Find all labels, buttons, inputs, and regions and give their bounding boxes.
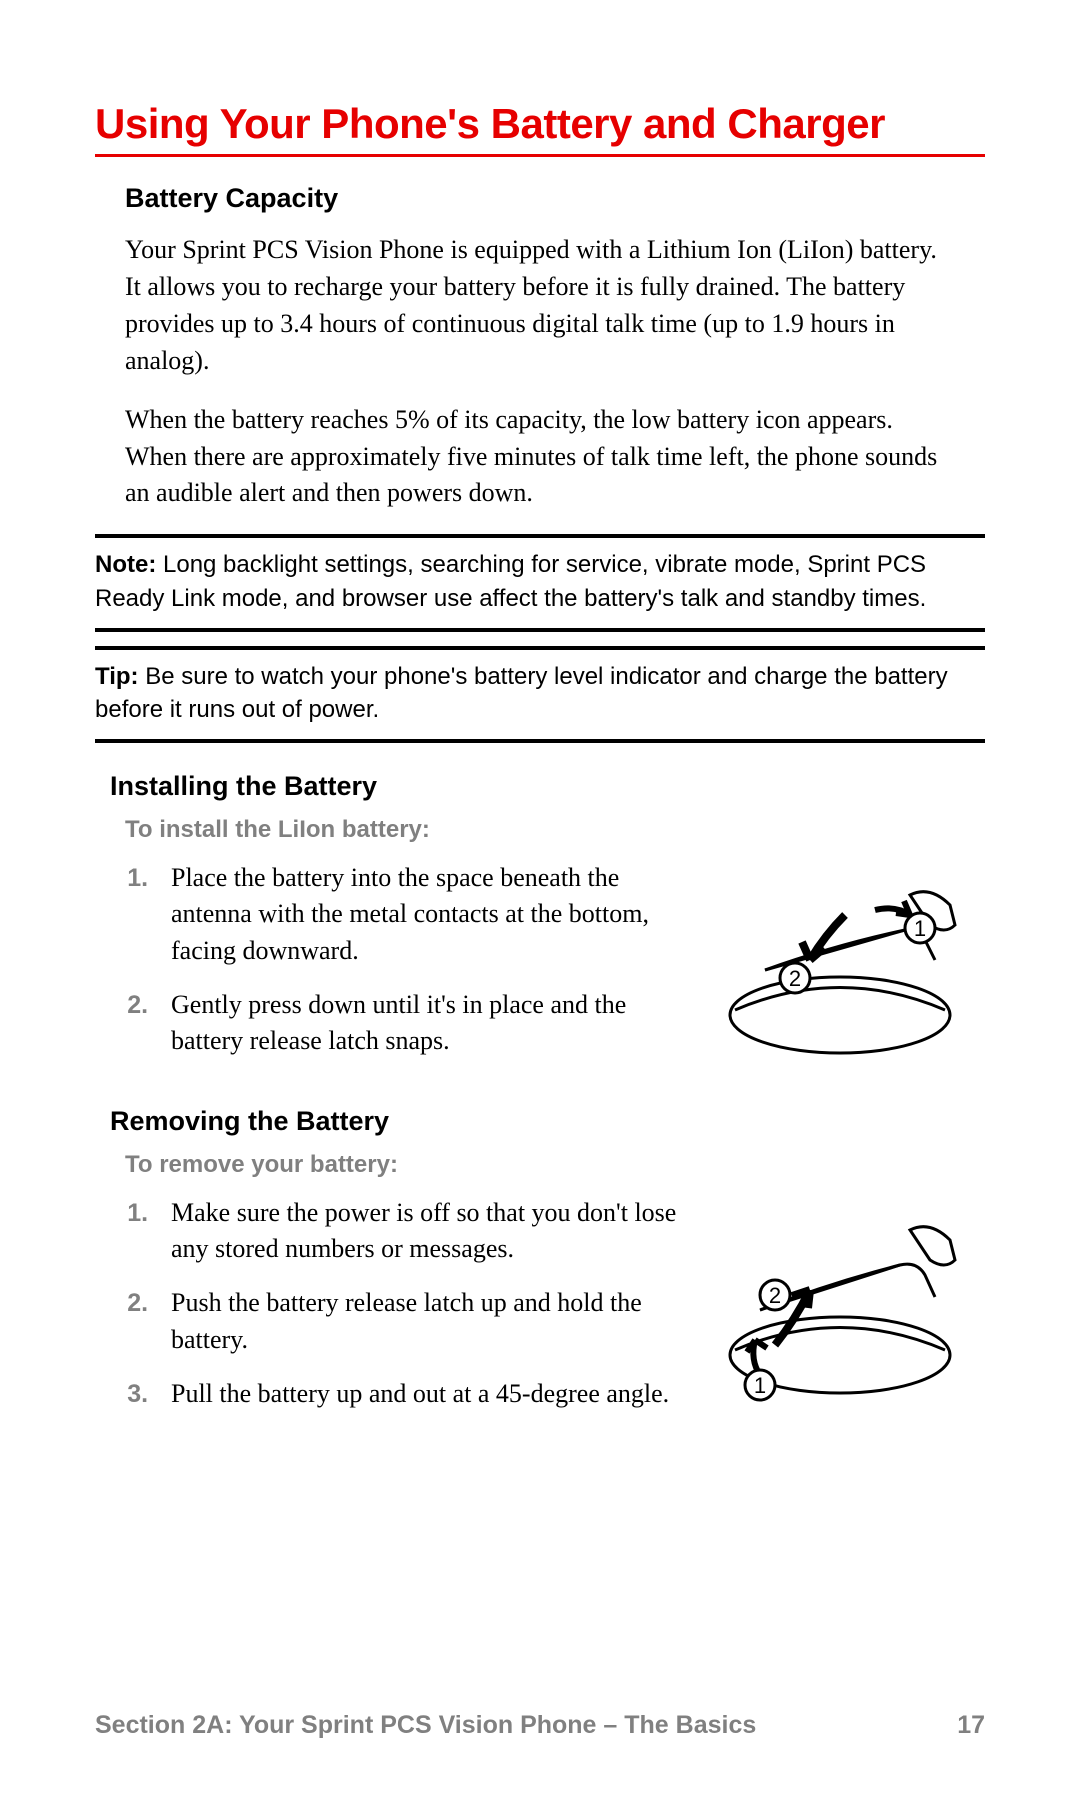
phone-battery-install-icon: 1 2	[705, 860, 975, 1070]
remove-steps-row: Make sure the power is off so that you d…	[95, 1195, 985, 1431]
install-figure: 1 2	[695, 860, 985, 1078]
figure-digit: 2	[769, 1283, 781, 1308]
section-heading-removing: Removing the Battery	[110, 1106, 985, 1137]
list-item: Push the battery release latch up and ho…	[155, 1285, 695, 1358]
install-steps-row: Place the battery into the space beneath…	[95, 860, 985, 1078]
list-item: Place the battery into the space beneath…	[155, 860, 695, 969]
note-text: Note: Long backlight settings, searching…	[95, 548, 985, 615]
remove-figure: 2 1	[695, 1195, 985, 1431]
instruction-lead: To remove your battery:	[125, 1151, 985, 1179]
section-heading-battery-capacity: Battery Capacity	[125, 183, 985, 214]
list-item: Pull the battery up and out at a 45-degr…	[155, 1376, 695, 1412]
install-steps-list: Place the battery into the space beneath…	[155, 860, 695, 1078]
note-body: Long backlight settings, searching for s…	[95, 551, 926, 612]
manual-page: Using Your Phone's Battery and Charger B…	[0, 0, 1080, 1800]
remove-steps-list: Make sure the power is off so that you d…	[155, 1195, 695, 1431]
figure-digit: 1	[914, 916, 926, 941]
note-callout: Note: Long backlight settings, searching…	[95, 534, 985, 631]
list-item: Make sure the power is off so that you d…	[155, 1195, 695, 1268]
page-footer: Section 2A: Your Sprint PCS Vision Phone…	[95, 1711, 985, 1740]
body-paragraph: Your Sprint PCS Vision Phone is equipped…	[125, 232, 955, 380]
page-title: Using Your Phone's Battery and Charger	[95, 100, 985, 157]
footer-section: Section 2A: Your Sprint PCS Vision Phone…	[95, 1711, 756, 1740]
section-heading-installing: Installing the Battery	[110, 771, 985, 802]
tip-callout: Tip: Be sure to watch your phone's batte…	[95, 646, 985, 743]
note-label: Note:	[95, 551, 156, 578]
body-paragraph: When the battery reaches 5% of its capac…	[125, 402, 955, 513]
instruction-lead: To install the LiIon battery:	[125, 816, 985, 844]
figure-digit: 1	[754, 1373, 766, 1398]
tip-body: Be sure to watch your phone's battery le…	[95, 663, 948, 724]
tip-label: Tip:	[95, 663, 139, 690]
phone-battery-remove-icon: 2 1	[705, 1195, 975, 1415]
figure-digit: 2	[789, 966, 801, 991]
tip-text: Tip: Be sure to watch your phone's batte…	[95, 660, 985, 727]
list-item: Gently press down until it's in place an…	[155, 987, 695, 1060]
footer-page-number: 17	[957, 1711, 985, 1740]
